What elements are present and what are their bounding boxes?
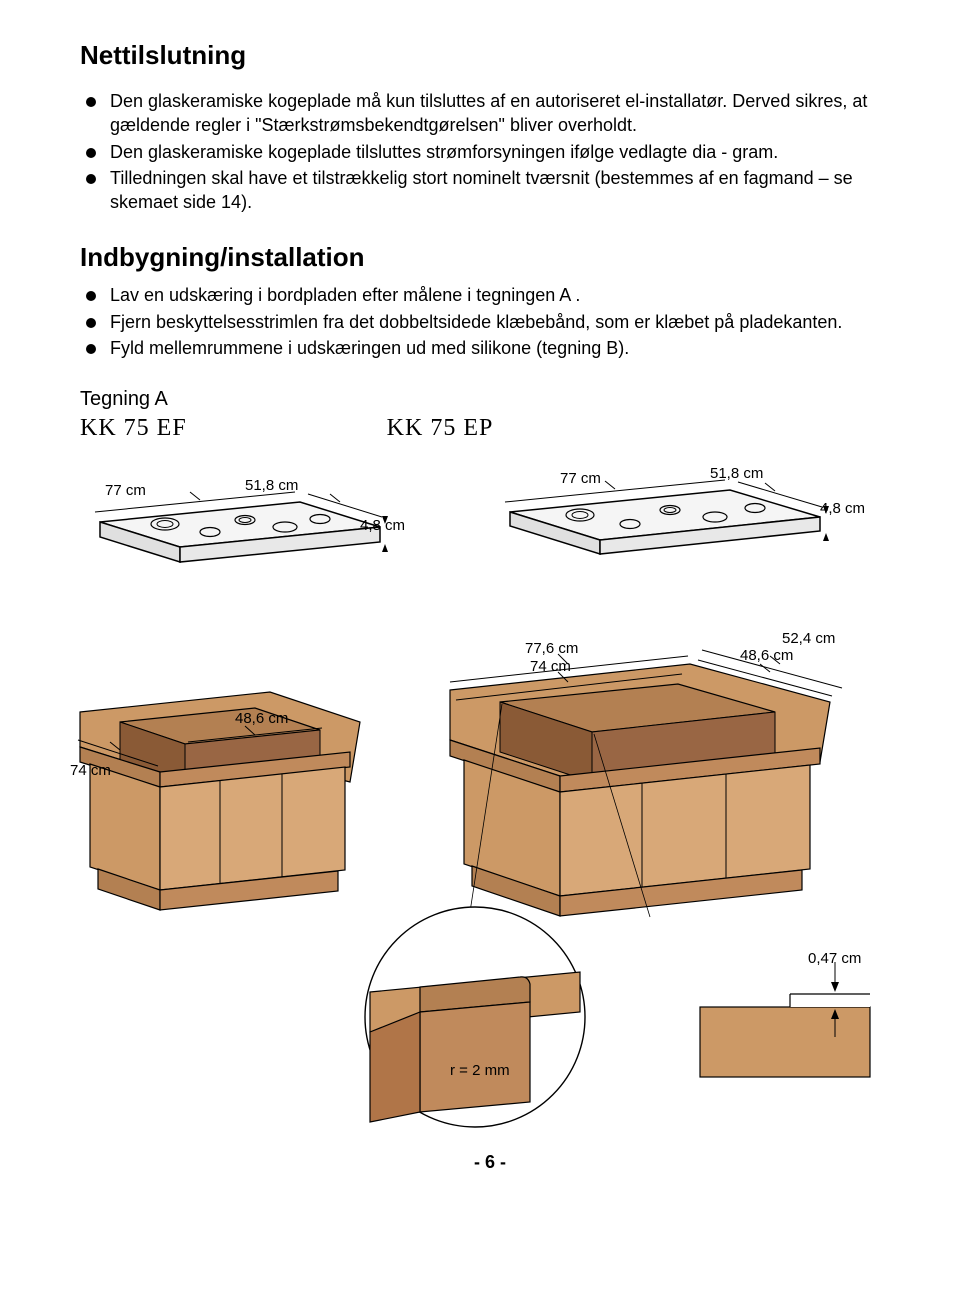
dim-label: 51,8 cm (245, 477, 298, 494)
section1-heading: Nettilslutning (80, 40, 900, 71)
list-item: Den glaskeramiske kogeplade må kun tilsl… (80, 89, 900, 138)
page-number: - 6 - (80, 1152, 900, 1173)
model-right: KK 75 EP (387, 415, 494, 442)
dim-label: 48,6 cm (740, 647, 793, 664)
dim-label: 4,8 cm (820, 500, 865, 517)
list-item: Den glaskeramiske kogeplade tilsluttes s… (80, 140, 900, 164)
dim-label: 48,6 cm (235, 710, 288, 727)
left-cabinet (60, 642, 370, 922)
dim-label: 77 cm (105, 482, 146, 499)
right-hob (480, 462, 840, 582)
model-left: KK 75 EF (80, 415, 187, 442)
list-item: Fyld mellemrummene i udskæringen ud med … (80, 336, 900, 360)
model-row: KK 75 EF KK 75 EP (80, 415, 900, 442)
list-item: Lav en udskæring i bordpladen efter måle… (80, 283, 900, 307)
profile-detail (690, 952, 880, 1092)
dim-label: 52,4 cm (782, 630, 835, 647)
section2-heading: Indbygning/installation (80, 242, 900, 273)
section2-list: Lav en udskæring i bordpladen efter måle… (80, 283, 900, 360)
dim-label: 77 cm (560, 470, 601, 487)
section1-list: Den glaskeramiske kogeplade må kun tilsl… (80, 89, 900, 214)
dim-label: 74 cm (530, 658, 571, 675)
dim-label: 77,6 cm (525, 640, 578, 657)
right-cabinet (430, 612, 870, 932)
dim-label: 0,47 cm (808, 950, 861, 967)
diagram-area: 77 cm 51,8 cm 4,8 cm 77 cm 51,8 cm 4,8 c… (80, 462, 900, 1142)
dim-label: r = 2 mm (450, 1062, 510, 1079)
list-item: Tilledningen skal have et tilstrækkelig … (80, 166, 900, 215)
detail-circle (340, 902, 610, 1132)
dim-label: 4,8 cm (360, 517, 405, 534)
list-item: Fjern beskyttelsesstrimlen fra det dobbe… (80, 310, 900, 334)
drawing-a-label: Tegning A (80, 388, 900, 411)
dim-label: 74 cm (70, 762, 111, 779)
dim-label: 51,8 cm (710, 465, 763, 482)
